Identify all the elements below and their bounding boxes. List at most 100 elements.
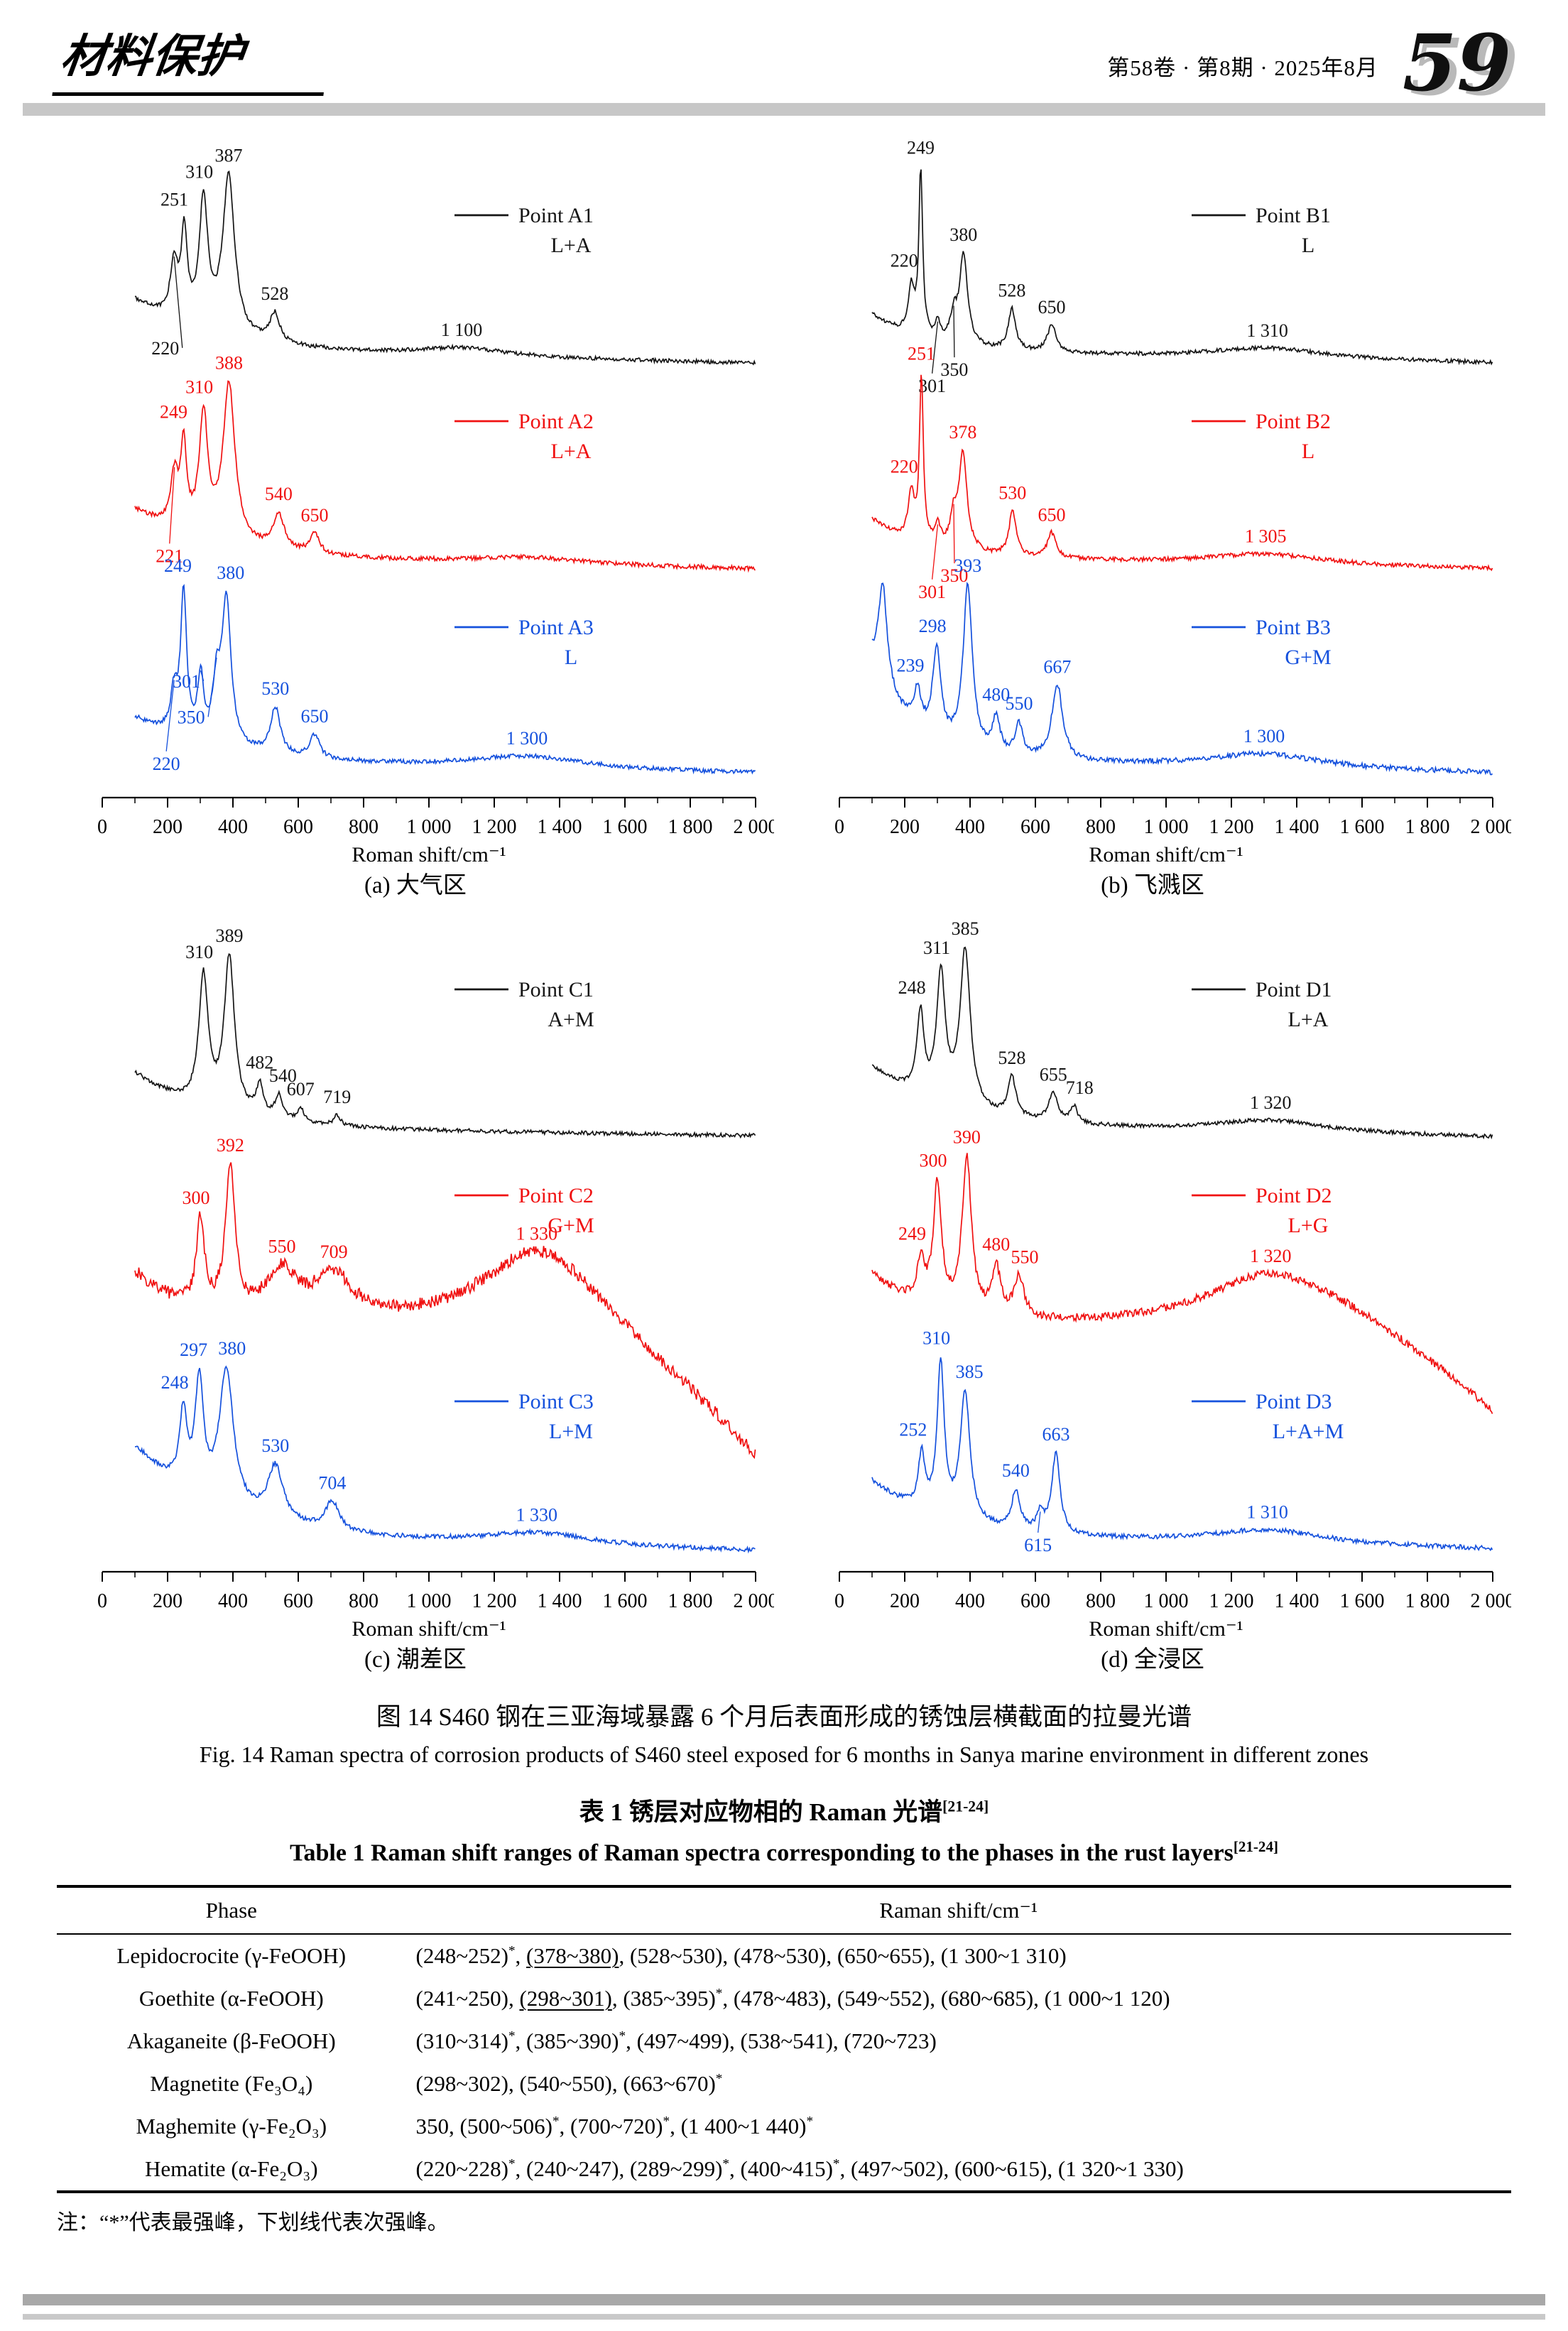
spectrum-point-d2 [871,1153,1493,1414]
x-tick-label: 1 800 [668,816,713,838]
peak-label: 311 [923,938,950,958]
x-tick-label: 2 000 [1471,1590,1512,1612]
legend-phase: L+G [1288,1214,1329,1237]
legend-name: Point A1 [518,204,594,227]
page-header: 材料保护 第58卷 · 第8期 · 2025年8月 59 [52,18,1511,102]
legend-name: Point D2 [1256,1184,1332,1207]
peak-leader-line [165,680,175,751]
spectrum-point-d3 [871,1357,1493,1552]
peak-label: 1 100 [441,320,483,340]
peak-label: 615 [1024,1535,1052,1555]
x-axis-label: Roman shift/cm⁻¹ [1089,843,1243,866]
x-tick-label: 0 [97,1590,107,1612]
figure-caption-en: Fig. 14 Raman spectra of corrosion produ… [199,1742,1369,1767]
peak-label: 650 [301,706,329,727]
x-tick-label: 1 200 [472,1590,517,1612]
x-tick-label: 1 000 [1144,816,1189,838]
legend-name: Point D3 [1256,1390,1332,1413]
shift-range: (497~502) [851,2156,944,2182]
peak-label: 251 [908,343,935,364]
x-tick-label: 1 200 [472,816,517,838]
table-row: Hematite (α-Fe₂O₃) (220~228)*, (240~247),… [57,2148,1511,2192]
peak-label: 239 [896,656,924,676]
shift-range: (650~655) [837,1943,930,1969]
strongest-peak-asterisk: * [715,2072,723,2087]
shift-range: (1 300~1 310) [940,1943,1067,1969]
spectrum-point-b2 [871,374,1493,572]
legend-name: Point C1 [518,978,594,1001]
page-content: 0 200 400 600 800 1 000 1 200 1 400 1 600 1 800 2 … [57,140,1511,2236]
x-tick-label: 200 [890,1590,920,1612]
shift-range: (680~685) [940,1986,1034,2011]
peak-label: 380 [218,1338,246,1359]
peak-label: 1 310 [1246,1502,1288,1523]
shift-range: (720~723) [844,2028,937,2054]
table-row: Maghemite (γ-Fe₂O₃) 350, (500~506)*, (700… [57,2105,1511,2148]
shift-cell: (248~252)*, (378~380), (528~530), (478~5… [415,1943,1067,1969]
strongest-peak-asterisk: * [508,2029,516,2044]
peak-label: 540 [269,1065,297,1086]
shift-cell: (298~302), (540~550), (663~670)* [415,2071,723,2097]
peak-label: 249 [160,402,187,423]
peak-label: 650 [1038,297,1066,317]
x-tick-label: 0 [97,816,107,838]
peak-leader-line [931,321,939,374]
x-tick-label: 1 000 [407,816,452,838]
x-tick-label: 400 [218,1590,248,1612]
shift-range: (663~670) [623,2071,716,2097]
shift-range: (1 400~1 440) [680,2114,807,2139]
peak-label: 310 [185,162,213,183]
legend-name: Point C2 [518,1184,594,1207]
peak-label: 220 [153,754,180,774]
x-tick-label: 1 000 [407,1590,452,1612]
page-footer [23,2294,1545,2320]
x-axis-label: Roman shift/cm⁻¹ [352,1617,506,1640]
x-tick-label: 400 [955,816,985,838]
peak-label: 298 [919,616,947,636]
peak-label: 482 [246,1052,273,1072]
peak-label: 1 320 [1250,1092,1292,1113]
shift-range: (500~506) [459,2114,552,2139]
table-title-en: Table 1 Raman shift ranges of Raman spec… [57,1838,1511,1867]
peak-label: 1 330 [516,1505,558,1526]
peak-label: 385 [956,1362,984,1382]
legend-name: Point C3 [518,1390,594,1413]
panel-c: 0 200 400 600 800 1 000 1 200 1 400 1 600 1 800 2 … [57,914,774,1684]
shift-cell: (310~314)*, (385~390)*, (497~499), (538~… [415,2028,937,2054]
x-tick-label: 800 [1086,1590,1116,1612]
shift-range: (540~550) [519,2071,612,2097]
peak-label: 663 [1042,1424,1069,1445]
spectrum-point-a3 [134,584,756,775]
shift-range: (538~541) [740,2028,833,2054]
peak-label: 300 [183,1188,210,1208]
spectrum-point-d1 [871,946,1493,1140]
panel-caption-d: (d) 全浸区 [1101,1647,1204,1673]
x-tick-label: 1 200 [1209,816,1254,838]
peak-label: 530 [261,678,289,699]
figure-caption-zh: 图 14 S460 钢在三亚海域暴露 6 个月后表面形成的锈蚀层横截面的拉曼光谱 [376,1703,1192,1731]
table-header-row: Phase Raman shift/cm⁻¹ [57,1886,1511,1935]
peak-label: 221 [156,545,183,566]
legend-name: Point D1 [1256,978,1332,1001]
x-tick-label: 1 400 [1275,1590,1319,1612]
peak-label: 392 [217,1135,244,1156]
legend-phase: L+A+M [1273,1420,1344,1443]
shift-range: (400~415) [740,2156,833,2182]
x-tick-label: 400 [955,1590,985,1612]
raman-shift-table: Phase Raman shift/cm⁻¹ Lepidocrocite (γ-… [57,1885,1511,2194]
peak-label: 1 300 [1243,726,1285,746]
x-tick-label: 1 800 [668,1590,713,1612]
peak-leader-line [169,467,175,544]
shift-range: (310~314) [415,2028,508,2054]
peak-label: 249 [898,1224,926,1244]
peak-label: 1 310 [1246,320,1288,341]
peak-label: 310 [922,1328,950,1349]
x-tick-label: 2 000 [734,1590,775,1612]
legend-name: Point B2 [1256,410,1331,433]
peak-label: 528 [261,283,288,304]
peak-label: 388 [215,353,243,374]
figure-caption: 图 14 S460 钢在三亚海域暴露 6 个月后表面形成的锈蚀层横截面的拉曼光谱… [57,1697,1511,1768]
issue-info: 第58卷 · 第8期 · 2025年8月 [1107,55,1378,80]
legend-name: Point A2 [518,410,594,433]
